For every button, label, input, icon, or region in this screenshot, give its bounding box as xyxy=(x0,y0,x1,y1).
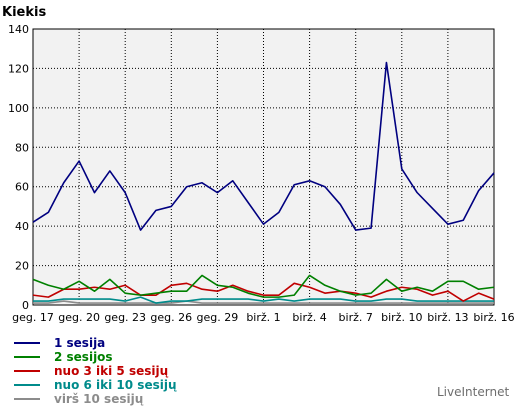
y-tick-label: 120 xyxy=(8,62,29,75)
x-tick-label: birž. 7 xyxy=(339,311,373,324)
gridlines xyxy=(33,29,494,305)
x-axis-ticks: geg. 17 geg. 20 geg. 23 geg. 26 geg. 29 birž.… xyxy=(12,311,515,324)
y-tick-label: 140 xyxy=(8,23,29,36)
x-tick-label: geg. 29 xyxy=(197,311,239,324)
series-line-virš-10-sesijų xyxy=(33,300,494,304)
x-tick-label: birž. 1 xyxy=(246,311,280,324)
x-tick-label: geg. 20 xyxy=(58,311,100,324)
x-tick-label: birž. 4 xyxy=(292,311,326,324)
y-tick-label: 20 xyxy=(15,260,29,273)
x-tick-label: geg. 17 xyxy=(12,311,54,324)
legend-swatch xyxy=(14,398,40,400)
legend-swatch xyxy=(14,384,40,386)
legend-item: 2 sesijos xyxy=(14,350,177,364)
y-tick-label: 60 xyxy=(15,181,29,194)
x-tick-label: geg. 23 xyxy=(104,311,146,324)
series-line-2-sesijos xyxy=(32,274,495,298)
y-axis-title: Kiekis xyxy=(2,5,46,20)
y-tick-label: 0 xyxy=(22,299,29,312)
legend-label: 1 sesija xyxy=(54,336,106,350)
legend-item: nuo 6 iki 10 sesijų xyxy=(14,378,177,392)
series-line-nuo-6-iki-10-sesijų xyxy=(33,296,494,304)
legend-swatch xyxy=(14,356,40,358)
series-lines xyxy=(32,61,495,304)
series-line-1-sesija xyxy=(32,61,495,231)
x-tick-label: birž. 10 xyxy=(381,311,422,324)
legend-item: virš 10 sesijų xyxy=(14,392,177,406)
y-axis-ticks: 0 20 40 60 80 100 120 140 xyxy=(8,23,29,312)
legend-item: nuo 3 iki 5 sesijų xyxy=(14,364,177,378)
brand-label: LiveInternet xyxy=(437,385,510,399)
y-tick-label: 40 xyxy=(15,220,29,233)
y-tick-label: 80 xyxy=(15,141,29,154)
legend: 1 sesija 2 sesijos nuo 3 iki 5 sesijų nuo 6… xyxy=(14,336,177,406)
legend-item: 1 sesija xyxy=(14,336,177,350)
legend-swatch xyxy=(14,342,40,344)
x-tick-label: birž. 16 xyxy=(473,311,514,324)
legend-label: nuo 3 iki 5 sesijų xyxy=(54,364,169,378)
legend-label: virš 10 sesijų xyxy=(54,392,144,406)
legend-swatch xyxy=(14,370,40,372)
series-line-nuo-3-iki-5-sesijų xyxy=(32,282,495,302)
x-tick-label: geg. 26 xyxy=(150,311,192,324)
y-tick-label: 100 xyxy=(8,102,29,115)
x-tick-label: birž. 13 xyxy=(427,311,468,324)
legend-label: 2 sesijos xyxy=(54,350,113,364)
legend-label: nuo 6 iki 10 sesijų xyxy=(54,378,177,392)
